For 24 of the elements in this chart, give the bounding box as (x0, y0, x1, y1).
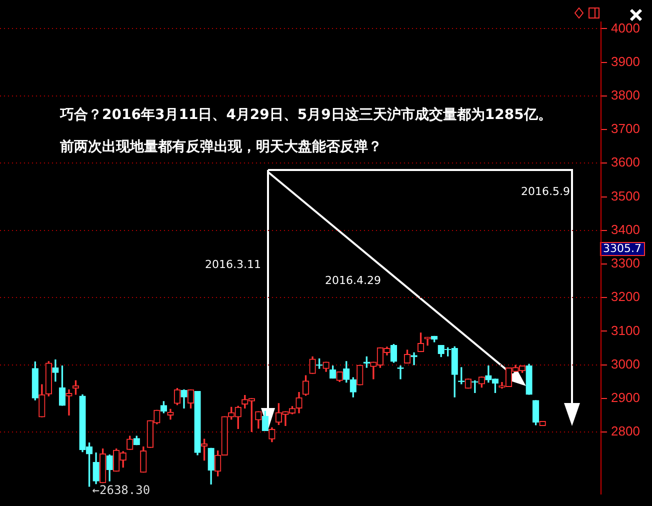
y-tick-label: 4000 (611, 20, 640, 36)
annotation: 2016.5.9 (521, 185, 570, 198)
y-tick-label: 3400 (611, 222, 640, 237)
y-tick-label: 3100 (611, 322, 640, 338)
y-tick-label: 2900 (611, 390, 640, 405)
y-tick-label: 3900 (611, 54, 640, 69)
candlestick (410, 352, 418, 366)
annotation: 2016.4.29 (325, 274, 381, 287)
y-tick-label: 3600 (611, 154, 640, 170)
y-tick-label: 2800 (611, 424, 640, 439)
y-tick-label: 3300 (611, 256, 640, 271)
text: 3305.7 (600, 242, 644, 256)
candlestick (472, 380, 478, 394)
y-tick-label: 3200 (611, 289, 640, 304)
text: 前两次出现地量都有反弹出现，明天大盘能否反弹？ (60, 138, 382, 156)
text: 巧合？2016年3月11日、4月29日、5月9日这三天沪市成交量都为1285亿。 (60, 106, 552, 124)
annotation: ←2638.30 (92, 483, 150, 498)
y-tick-label: 3500 (611, 188, 640, 204)
annotation: 2016.3.11 (205, 258, 261, 271)
y-tick-label: 3000 (611, 356, 640, 372)
candlestick (52, 359, 59, 382)
y-tick-label: 3700 (611, 121, 640, 136)
candlestick (66, 389, 72, 416)
y-tick-label: 3800 (611, 88, 640, 103)
